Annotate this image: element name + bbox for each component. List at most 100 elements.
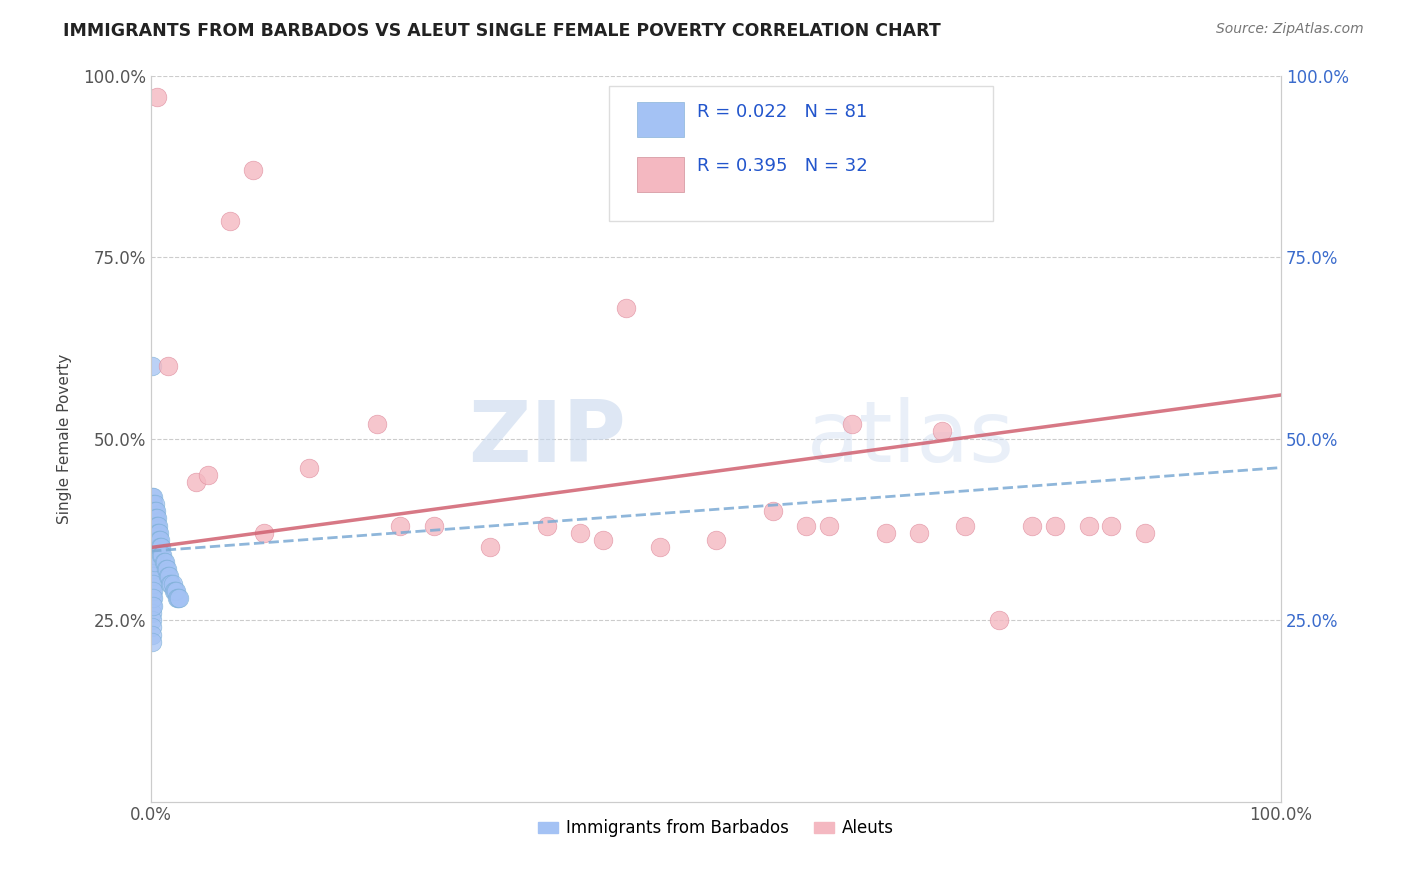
Point: [152, 548, 174, 562]
Point: [146, 90, 169, 104]
Point: [141, 359, 163, 373]
Point: [146, 533, 169, 548]
Point: [150, 548, 173, 562]
Bar: [637, 157, 685, 192]
Point: [143, 548, 166, 562]
Point: [242, 162, 264, 177]
Point: [163, 584, 186, 599]
Point: [141, 627, 163, 641]
Text: Source: ZipAtlas.com: Source: ZipAtlas.com: [1216, 22, 1364, 37]
Point: [146, 518, 169, 533]
Point: [141, 541, 163, 555]
Legend: Immigrants from Barbados, Aleuts: Immigrants from Barbados, Aleuts: [531, 813, 901, 844]
Point: [143, 511, 166, 525]
Point: [145, 511, 167, 525]
Y-axis label: Single Female Poverty: Single Female Poverty: [58, 353, 72, 524]
Point: [149, 541, 172, 555]
Point: [219, 213, 242, 227]
Point: [569, 525, 592, 540]
Point: [146, 518, 169, 533]
Point: [143, 555, 166, 569]
Point: [1021, 518, 1043, 533]
Point: [841, 417, 863, 431]
Point: [148, 533, 170, 548]
Point: [145, 533, 167, 548]
Point: [1077, 518, 1099, 533]
Point: [875, 525, 897, 540]
Point: [157, 569, 180, 583]
Point: [142, 518, 165, 533]
Point: [163, 584, 186, 599]
Point: [1043, 518, 1066, 533]
Point: [141, 613, 163, 627]
Point: [141, 490, 163, 504]
Point: [141, 562, 163, 576]
Point: [148, 541, 170, 555]
Point: [143, 525, 166, 540]
Point: [479, 541, 502, 555]
Point: [422, 518, 444, 533]
Point: [146, 533, 169, 548]
Point: [953, 518, 976, 533]
Point: [145, 525, 167, 540]
Point: [143, 504, 166, 518]
Point: [908, 525, 931, 540]
Point: [149, 533, 172, 548]
Point: [143, 518, 166, 533]
Point: [157, 359, 180, 373]
Point: [160, 576, 183, 591]
Point: [145, 541, 167, 555]
Point: [141, 548, 163, 562]
Point: [648, 541, 671, 555]
Point: [141, 576, 163, 591]
Point: [145, 504, 167, 518]
Point: [186, 475, 208, 489]
Point: [141, 569, 163, 583]
Point: [157, 569, 180, 583]
Text: R = 0.395   N = 32: R = 0.395 N = 32: [697, 157, 868, 175]
Point: [142, 591, 165, 606]
Point: [1135, 525, 1157, 540]
Point: [150, 541, 173, 555]
Point: [141, 504, 163, 518]
Text: ZIP: ZIP: [468, 397, 626, 480]
Point: [146, 525, 169, 540]
Point: [141, 525, 163, 540]
Point: [592, 533, 614, 548]
Point: [155, 562, 177, 576]
Text: R = 0.022   N = 81: R = 0.022 N = 81: [697, 103, 868, 120]
Point: [197, 467, 219, 482]
Point: [142, 497, 165, 511]
Point: [142, 576, 165, 591]
Point: [1101, 518, 1123, 533]
Point: [141, 620, 163, 634]
Point: [152, 555, 174, 569]
Point: [142, 511, 165, 525]
Point: [162, 576, 184, 591]
Point: [141, 555, 163, 569]
Point: [987, 613, 1010, 627]
Point: [141, 591, 163, 606]
Bar: [637, 103, 685, 137]
Point: [366, 417, 388, 431]
Point: [142, 490, 165, 504]
Point: [166, 591, 188, 606]
Point: [141, 533, 163, 548]
Point: [153, 555, 176, 569]
Point: [142, 555, 165, 569]
Point: [142, 504, 165, 518]
Point: [159, 576, 181, 591]
Point: [143, 541, 166, 555]
Point: [142, 541, 165, 555]
Point: [536, 518, 558, 533]
Point: [146, 511, 169, 525]
Point: [614, 301, 637, 315]
Point: [931, 425, 953, 439]
Point: [145, 518, 167, 533]
Point: [165, 584, 187, 599]
FancyBboxPatch shape: [609, 87, 993, 220]
Point: [169, 591, 191, 606]
Point: [142, 533, 165, 548]
Point: [148, 525, 170, 540]
Point: [253, 525, 276, 540]
